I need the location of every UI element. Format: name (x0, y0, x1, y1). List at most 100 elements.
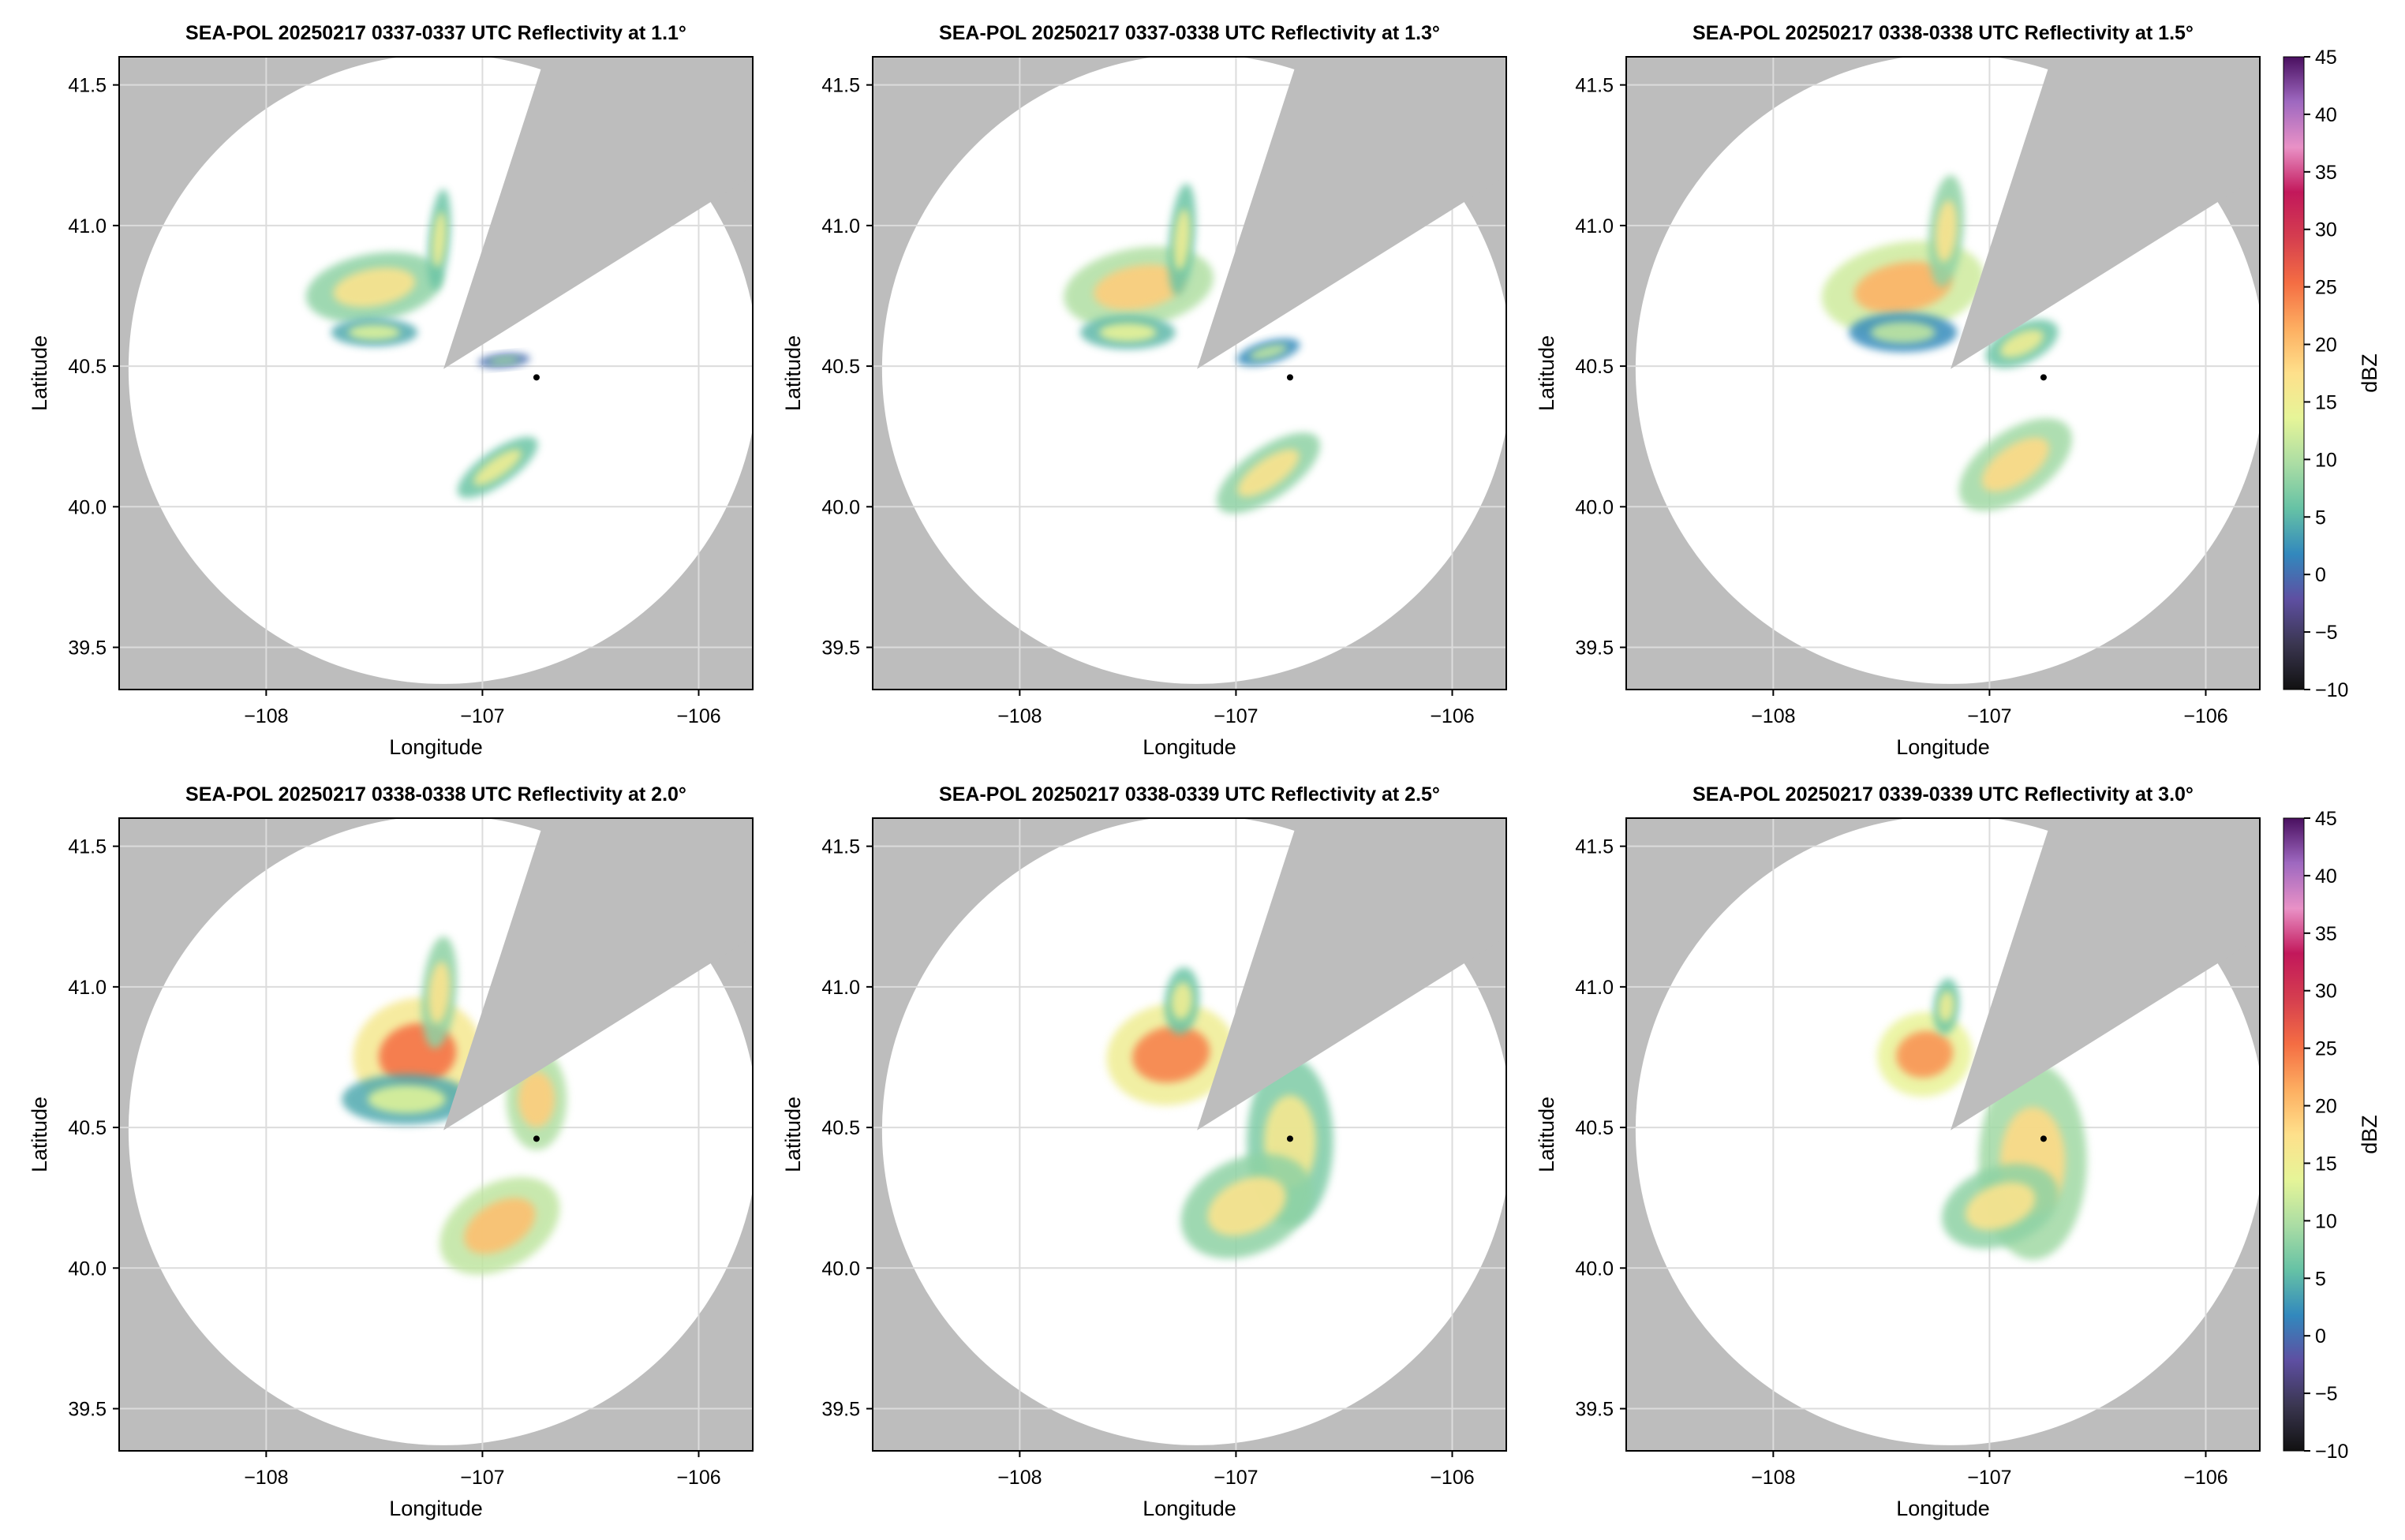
echo-south-band (457, 436, 538, 499)
echo-north-finger (1168, 183, 1196, 296)
axes-frame (1625, 56, 2261, 690)
colorbar-tick-label: 15 (2315, 391, 2337, 413)
y-axis-label: Latitude (1535, 1097, 1558, 1172)
site-marker (1286, 374, 1293, 381)
x-tick-label: −106 (1430, 705, 1474, 727)
x-tick-label: −107 (1967, 705, 2011, 727)
echo-core (333, 267, 416, 308)
colorbar-tick-label: 15 (2315, 1153, 2337, 1175)
echo-core (1870, 321, 1936, 344)
y-axis-label: Latitude (28, 1097, 51, 1172)
y-tick-label: 40.5 (1575, 1117, 1614, 1139)
y-tick-label: 41.0 (68, 977, 107, 999)
y-tick-label: 41.5 (68, 836, 107, 858)
echo-west-blob (342, 1074, 472, 1125)
colorbar-2 (2283, 817, 2305, 1452)
x-tick-label: −107 (1967, 1467, 2011, 1489)
colorbar-label: dBZ (2358, 353, 2381, 393)
echo-east-strip (1236, 338, 1300, 366)
axes-frame (872, 817, 1507, 1452)
x-tick-label: −107 (1214, 705, 1258, 727)
echo-core (2000, 329, 2044, 358)
y-tick-label: 39.5 (68, 637, 107, 660)
colorbar-tick-label: 0 (2315, 1325, 2326, 1348)
colorbar-tick-label: 25 (2315, 1038, 2337, 1060)
colorbar-tick-label: −5 (2315, 622, 2338, 644)
colorbar-1 (2283, 56, 2305, 690)
y-tick-label: 39.5 (1575, 637, 1614, 660)
x-tick-label: −106 (2183, 1467, 2227, 1489)
echo-core (1896, 1030, 1954, 1078)
y-tick-label: 41.0 (821, 215, 860, 237)
echo-northwest-core (1106, 1003, 1236, 1106)
site-marker (533, 374, 540, 381)
echo-west-blob (1849, 312, 1958, 353)
panel-6 (1626, 818, 2260, 1451)
echo-core (428, 961, 451, 1024)
y-tick-label: 39.5 (68, 1399, 107, 1421)
y-tick-label: 40.0 (821, 1258, 860, 1280)
colorbar-tick-label: 35 (2315, 162, 2337, 184)
echo-core (1854, 261, 1952, 314)
colorbar-tick-label: 45 (2315, 47, 2337, 69)
panel-title-1: SEA-POL 20250217 0337-0337 UTC Reflectiv… (185, 22, 686, 44)
echo-core (1936, 200, 1958, 263)
colorbar-tick-label: −10 (2315, 1441, 2348, 1463)
echo-core (1173, 208, 1191, 271)
echo-south-band (1217, 432, 1321, 514)
x-tick-label: −108 (997, 705, 1042, 727)
x-axis-label: Longitude (1896, 1497, 1990, 1520)
x-axis-label: Longitude (1896, 735, 1990, 759)
echo-west-blob (1080, 315, 1176, 349)
y-axis-label: Latitude (781, 1097, 805, 1172)
y-tick-label: 39.5 (1575, 1399, 1614, 1421)
y-tick-label: 40.0 (68, 1258, 107, 1280)
echo-core (488, 356, 520, 365)
panel-3 (1626, 57, 2260, 690)
echo-east-strip (478, 353, 530, 368)
y-tick-label: 41.5 (821, 75, 860, 97)
panel-title-6: SEA-POL 20250217 0339-0339 UTC Reflectiv… (1692, 783, 2194, 806)
site-marker (2040, 374, 2047, 381)
colorbar-tick-label: 10 (2315, 1210, 2337, 1232)
y-tick-label: 40.5 (821, 356, 860, 378)
axes-frame (118, 56, 754, 690)
x-tick-label: −107 (460, 1467, 504, 1489)
x-axis-label: Longitude (1143, 735, 1236, 759)
y-tick-label: 40.5 (821, 1117, 860, 1139)
panel-2 (873, 57, 1506, 690)
axes-frame (872, 56, 1507, 690)
blocked-sector (1951, 818, 2260, 1131)
echo-core (1237, 449, 1300, 497)
blocked-sector (1197, 818, 1506, 1131)
y-tick-label: 39.5 (821, 1399, 860, 1421)
echo-core (1171, 982, 1193, 1020)
site-marker (533, 1135, 540, 1142)
x-tick-label: −108 (1751, 1467, 1795, 1489)
site-marker (1286, 1135, 1293, 1142)
echo-core (1207, 1176, 1286, 1236)
y-axis-label: Latitude (781, 335, 805, 411)
y-tick-label: 41.5 (1575, 836, 1614, 858)
axes-frame (1625, 817, 2261, 1452)
colorbar-tick-label: 45 (2315, 808, 2337, 830)
panel-4 (119, 818, 753, 1451)
x-tick-label: −106 (1430, 1467, 1474, 1489)
colorbar-tick-label: 0 (2315, 564, 2326, 586)
colorbar-tick-label: 30 (2315, 981, 2337, 1003)
y-tick-label: 41.0 (1575, 977, 1614, 999)
colorbar-tick-label: 20 (2315, 335, 2337, 357)
echo-core (1249, 344, 1288, 361)
panel-1 (119, 57, 753, 690)
colorbar-tick-label: 5 (2315, 506, 2326, 529)
echo-core (1965, 1182, 2036, 1231)
y-tick-label: 40.0 (821, 496, 860, 518)
x-axis-label: Longitude (1143, 1497, 1236, 1520)
echo-south-band (1180, 1153, 1313, 1259)
blocked-sector (1951, 57, 2260, 369)
y-tick-label: 41.0 (1575, 215, 1614, 237)
x-tick-label: −108 (997, 1467, 1042, 1489)
y-tick-label: 40.5 (1575, 356, 1614, 378)
echo-core (1094, 264, 1184, 311)
